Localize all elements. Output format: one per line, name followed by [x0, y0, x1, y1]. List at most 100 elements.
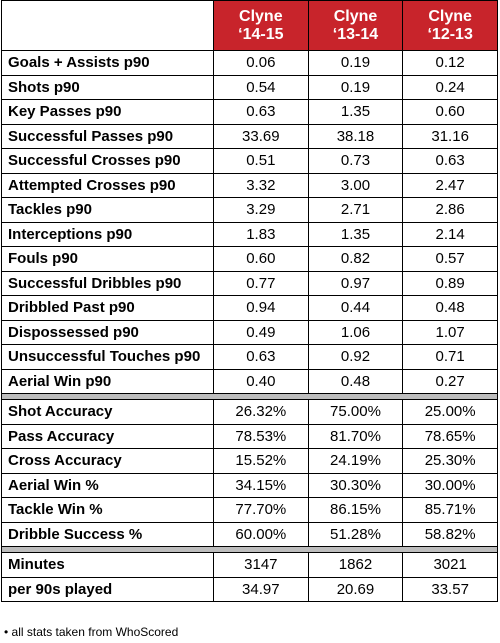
- stat-value: 78.53%: [213, 423, 309, 449]
- stat-value: 1.83: [213, 221, 309, 247]
- header-blank: [1, 0, 214, 51]
- stat-row: Fouls p90 0.60 0.82 0.57: [1, 246, 498, 272]
- stat-value: 25.30%: [402, 448, 498, 474]
- stat-row: Goals + Assists p90 0.06 0.19 0.12: [1, 50, 498, 76]
- stat-value: 1.06: [307, 319, 404, 345]
- stat-value: 0.48: [402, 295, 498, 321]
- stat-value: 1.07: [402, 319, 498, 345]
- stat-row: Aerial Win % 34.15% 30.30% 30.00%: [1, 472, 498, 498]
- stat-row: Aerial Win p90 0.40 0.48 0.27: [1, 368, 498, 394]
- stat-value: 34.97: [213, 576, 309, 602]
- stat-value: 0.24: [402, 74, 498, 100]
- stat-row: Interceptions p90 1.83 1.35 2.14: [1, 221, 498, 247]
- stat-value: 0.82: [307, 246, 404, 272]
- stat-label: Shots p90: [1, 74, 214, 100]
- stat-value: 33.57: [402, 576, 498, 602]
- stat-row: Attempted Crosses p90 3.32 3.00 2.47: [1, 172, 498, 198]
- stat-value: 0.63: [213, 99, 309, 125]
- stat-value: 0.06: [213, 50, 309, 76]
- stat-value: 0.63: [402, 148, 498, 174]
- section-separator: [1, 393, 498, 400]
- stat-value: 2.14: [402, 221, 498, 247]
- stat-value: 3021: [402, 552, 498, 578]
- stat-value: 75.00%: [307, 399, 404, 425]
- column-season: ‘13-14: [332, 25, 379, 43]
- column-header: Clyne ‘13-14: [307, 0, 404, 51]
- stat-label: Aerial Win %: [1, 472, 214, 498]
- stat-value: 15.52%: [213, 448, 309, 474]
- header-row: Clyne ‘14-15 Clyne ‘13-14 Clyne ‘12-13: [1, 0, 498, 51]
- stat-row: Successful Crosses p90 0.51 0.73 0.63: [1, 148, 498, 174]
- stat-row: Shot Accuracy 26.32% 75.00% 25.00%: [1, 399, 498, 425]
- stat-value: 26.32%: [213, 399, 309, 425]
- stat-value: 0.40: [213, 368, 309, 394]
- stat-value: 81.70%: [307, 423, 404, 449]
- stat-row: Pass Accuracy 78.53% 81.70% 78.65%: [1, 423, 498, 449]
- stat-label: Unsuccessful Touches p90: [1, 344, 214, 370]
- stat-value: 85.71%: [402, 497, 498, 523]
- stat-row: Shots p90 0.54 0.19 0.24: [1, 74, 498, 100]
- stat-value: 0.89: [402, 270, 498, 296]
- stat-value: 0.19: [307, 50, 404, 76]
- stat-label: Dispossessed p90: [1, 319, 214, 345]
- column-season: ‘12-13: [427, 25, 473, 43]
- stat-value: 0.97: [307, 270, 404, 296]
- separator-cell: [1, 393, 498, 400]
- stat-value: 31.16: [402, 123, 498, 149]
- stat-value: 1.35: [307, 99, 404, 125]
- stat-value: 3.29: [213, 197, 309, 223]
- stat-value: 2.47: [402, 172, 498, 198]
- stat-row: Minutes 3147 1862 3021: [1, 552, 498, 578]
- stat-value: 33.69: [213, 123, 309, 149]
- stat-label: Successful Dribbles p90: [1, 270, 214, 296]
- stat-row: Dribble Success % 60.00% 51.28% 58.82%: [1, 521, 498, 547]
- stat-value: 0.49: [213, 319, 309, 345]
- stat-row: Dispossessed p90 0.49 1.06 1.07: [1, 319, 498, 345]
- section-separator: [1, 546, 498, 553]
- stat-label: Interceptions p90: [1, 221, 214, 247]
- stat-value: 30.00%: [402, 472, 498, 498]
- stat-label: Tackles p90: [1, 197, 214, 223]
- stat-label: Minutes: [1, 552, 214, 578]
- stat-value: 34.15%: [213, 472, 309, 498]
- stat-value: 0.73: [307, 148, 404, 174]
- stat-label: Attempted Crosses p90: [1, 172, 214, 198]
- stat-label: Key Passes p90: [1, 99, 214, 125]
- stat-value: 0.48: [307, 368, 404, 394]
- column-header: Clyne ‘14-15: [213, 0, 309, 51]
- stat-label: Cross Accuracy: [1, 448, 214, 474]
- column-name: Clyne: [428, 7, 472, 25]
- stat-value: 0.77: [213, 270, 309, 296]
- stat-value: 77.70%: [213, 497, 309, 523]
- stat-label: Pass Accuracy: [1, 423, 214, 449]
- stat-row: Successful Passes p90 33.69 38.18 31.16: [1, 123, 498, 149]
- stat-value: 3147: [213, 552, 309, 578]
- stat-label: Shot Accuracy: [1, 399, 214, 425]
- stat-row: Unsuccessful Touches p90 0.63 0.92 0.71: [1, 344, 498, 370]
- stat-row: Cross Accuracy 15.52% 24.19% 25.30%: [1, 448, 498, 474]
- stat-value: 0.60: [213, 246, 309, 272]
- stats-table: Clyne ‘14-15 Clyne ‘13-14 Clyne ‘12-13 Goals …: [1, 0, 498, 602]
- stat-row: Tackles p90 3.29 2.71 2.86: [1, 197, 498, 223]
- stat-value: 1862: [307, 552, 404, 578]
- stat-value: 1.35: [307, 221, 404, 247]
- stat-value: 0.12: [402, 50, 498, 76]
- stat-value: 2.71: [307, 197, 404, 223]
- stat-value: 25.00%: [402, 399, 498, 425]
- stat-label: Tackle Win %: [1, 497, 214, 523]
- stat-row: Tackle Win % 77.70% 86.15% 85.71%: [1, 497, 498, 523]
- column-season: ‘14-15: [238, 25, 284, 43]
- stat-label: Successful Passes p90: [1, 123, 214, 149]
- stat-value: 30.30%: [307, 472, 404, 498]
- stat-value: 0.60: [402, 99, 498, 125]
- stat-label: Aerial Win p90: [1, 368, 214, 394]
- table-body: Goals + Assists p90 0.06 0.19 0.12 Shots p90…: [1, 50, 498, 602]
- stat-value: 0.27: [402, 368, 498, 394]
- stat-label: Fouls p90: [1, 246, 214, 272]
- column-name: Clyne: [333, 7, 378, 25]
- stat-label: Successful Crosses p90: [1, 148, 214, 174]
- stat-value: 58.82%: [402, 521, 498, 547]
- stat-row: Key Passes p90 0.63 1.35 0.60: [1, 99, 498, 125]
- stat-label: Dribble Success %: [1, 521, 214, 547]
